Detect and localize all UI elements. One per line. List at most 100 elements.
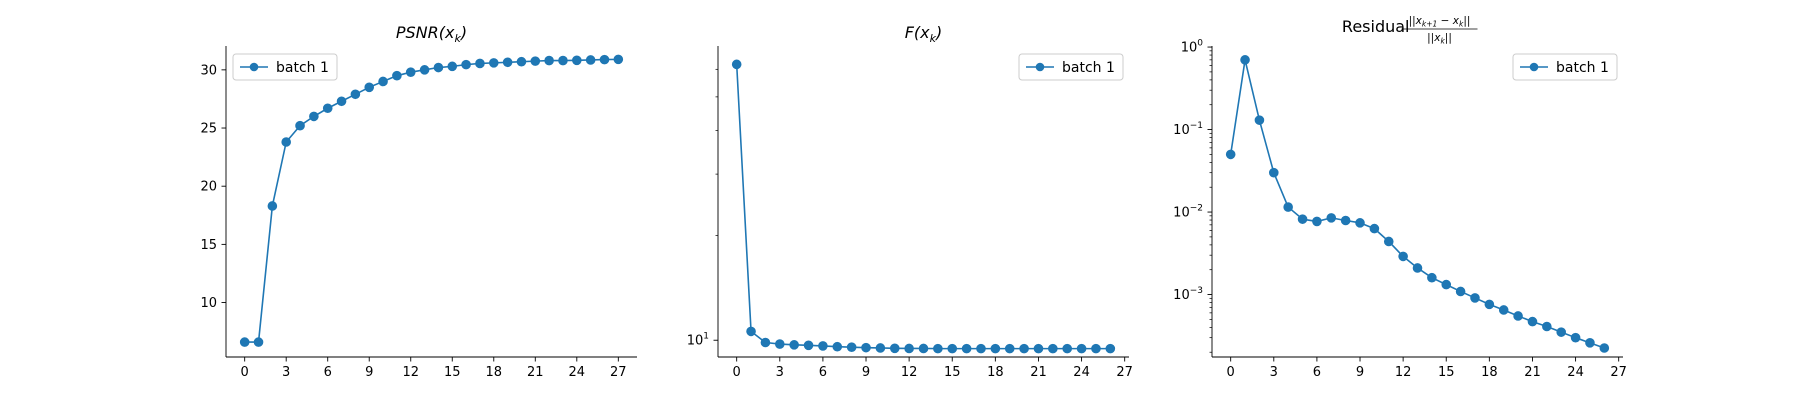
- data-point: [1062, 343, 1073, 354]
- legend-marker-swatch: [1035, 62, 1045, 72]
- denominator-part: ||: [1445, 32, 1452, 44]
- data-point: [861, 342, 871, 353]
- y-tick-label-exponent: 0: [1197, 39, 1203, 49]
- data-point: [818, 341, 828, 351]
- data-point: [378, 76, 388, 87]
- chart-title-tail: ): [935, 23, 942, 42]
- data-point: [1254, 115, 1265, 125]
- data-point: [1355, 218, 1365, 228]
- data-point: [336, 96, 347, 107]
- x-tick-label: 24: [569, 365, 586, 380]
- title-fraction-denominator: ||xk||: [1427, 32, 1452, 46]
- x-tick-label: 3: [1270, 365, 1278, 380]
- data-point: [1312, 216, 1322, 227]
- y-tick-label: 10−3: [1173, 286, 1203, 303]
- numerator-subscript: k+1: [1422, 20, 1437, 29]
- data-point: [488, 58, 499, 68]
- legend: batch 1: [1512, 53, 1618, 81]
- denominator-subscript: k: [1440, 37, 1445, 46]
- y-tick-label: 15: [200, 238, 217, 253]
- data-point: [1340, 215, 1351, 226]
- data-point: [613, 54, 624, 65]
- data-point: [295, 120, 305, 131]
- y-tick-label-exponent: −3: [1190, 286, 1203, 296]
- x-tick-label: 9: [365, 365, 373, 380]
- data-point: [599, 54, 610, 65]
- data-point: [1398, 251, 1408, 262]
- data-point: [405, 67, 416, 77]
- legend-marker-swatch: [249, 62, 259, 72]
- data-point: [447, 61, 458, 72]
- x-tick-label: 21: [1524, 365, 1541, 380]
- data-point: [392, 70, 402, 81]
- data-point: [572, 55, 582, 66]
- data-point: [1076, 343, 1087, 354]
- data-point: [350, 89, 361, 100]
- x-tick-label: 0: [733, 365, 741, 380]
- x-tick-label: 0: [1227, 365, 1235, 380]
- data-point: [530, 56, 541, 66]
- legend-label: batch 1: [1556, 60, 1609, 76]
- data-point: [1383, 236, 1394, 247]
- numerator-subscript: k: [1459, 20, 1464, 29]
- y-tick-label-base: 10: [1173, 123, 1190, 138]
- data-point: [846, 342, 857, 352]
- y-tick-label-base: 10: [1181, 41, 1198, 56]
- x-tick-label: 6: [324, 365, 332, 380]
- data-point: [1225, 149, 1236, 160]
- chart-title-main: PSNR(x: [396, 23, 455, 42]
- data-point: [433, 62, 444, 73]
- data-point: [239, 337, 250, 347]
- data-point: [267, 201, 278, 211]
- data-point: [281, 137, 291, 147]
- data-point: [1427, 272, 1437, 283]
- chart-title-subscript: k: [454, 32, 461, 45]
- data-point: [1369, 223, 1380, 234]
- x-tick-label: 27: [1116, 365, 1133, 380]
- data-point: [544, 55, 554, 66]
- data-point: [933, 343, 943, 354]
- x-tick-label: 15: [944, 365, 961, 380]
- x-tick-label: 12: [402, 365, 419, 380]
- data-point: [947, 343, 958, 354]
- legend-frame: [1512, 53, 1618, 81]
- x-tick-label: 24: [1567, 365, 1584, 380]
- data-point: [1048, 343, 1058, 354]
- x-tick-label: 0: [241, 365, 249, 380]
- x-tick-label: 21: [527, 365, 544, 380]
- data-point: [803, 340, 814, 351]
- chart-panel-2: 0 3 6 9 12 15 18 21 24 27 101 batch 1 F(xk): [687, 23, 1133, 380]
- y-tick-label: 101: [687, 332, 709, 349]
- x-tick-label: 12: [901, 365, 918, 380]
- data-point: [558, 55, 568, 66]
- x-tick-label: 18: [485, 365, 502, 380]
- y-tick-label: 10−1: [1173, 121, 1203, 138]
- data-point: [832, 341, 843, 352]
- data-point: [1527, 316, 1538, 327]
- legend-label: batch 1: [276, 60, 329, 76]
- x-tick-label: 24: [1073, 365, 1090, 380]
- data-point: [419, 65, 430, 75]
- chart-title: F(xk): [905, 23, 943, 45]
- chart-panel-1: 0 3 6 9 12 15 18 21 24 27 10 15 20 25 30 batch 1 PSNR(xk…: [200, 23, 637, 380]
- y-tick-label: 20: [200, 180, 217, 195]
- data-point: [322, 103, 333, 114]
- data-point: [1498, 305, 1509, 315]
- numerator-part: ||: [1463, 15, 1470, 27]
- chart-title-tail: ): [460, 23, 467, 42]
- data-point: [1105, 343, 1116, 354]
- data-point: [253, 337, 264, 347]
- data-point: [516, 56, 527, 67]
- data-point: [1599, 343, 1610, 353]
- data-point: [918, 343, 929, 354]
- data-point: [1412, 263, 1423, 273]
- data-point: [889, 343, 900, 354]
- x-tick-label: 18: [987, 365, 1004, 380]
- data-point: [585, 55, 596, 65]
- data-point: [904, 343, 914, 354]
- y-tick-label-base: 10: [1173, 288, 1190, 303]
- legend-frame: [1018, 53, 1124, 81]
- y-tick-label-exponent: 1: [703, 332, 709, 342]
- denominator-part: ||x: [1427, 32, 1441, 44]
